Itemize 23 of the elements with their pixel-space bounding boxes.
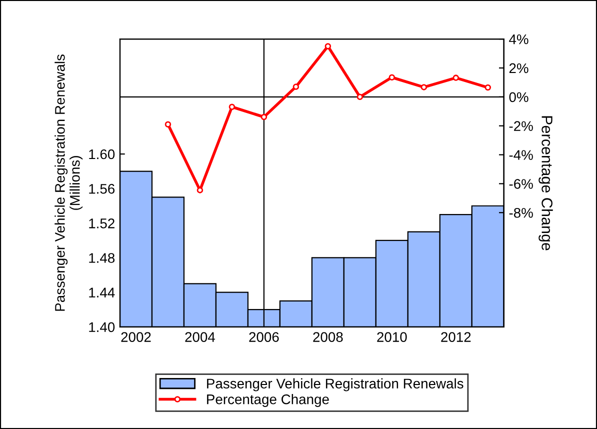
y2-axis-title: Percentage Change	[538, 116, 553, 250]
y2-tick-label: -8%	[509, 208, 533, 218]
y2-tick-label: 0%	[509, 92, 528, 102]
y-tick-label: 1.44	[89, 288, 115, 298]
y-tick-label: 1.40	[89, 322, 115, 332]
y2-tick-label: 2%	[509, 63, 528, 74]
x-tick-label: 2006	[249, 332, 279, 342]
y-tick-label: 1.60	[89, 149, 115, 160]
y2-tick-label: -6%	[509, 179, 533, 189]
y2-tick-label: 4%	[509, 34, 528, 44]
y2-tick-label: -2%	[509, 121, 533, 131]
x-tick-label: 2012	[441, 332, 471, 342]
y-tick-label: 1.56	[89, 184, 115, 194]
y-tick-label: 1.52	[89, 218, 114, 228]
x-tick-label: 2008	[313, 332, 343, 342]
x-tick-label: 2010	[377, 332, 407, 342]
y-axis-title: Passenger Vehicle Registration Renewals (Millions)	[54, 54, 83, 311]
x-tick-label: 2004	[185, 332, 216, 342]
legend-label: Passenger Vehicle Registration Renewals	[207, 378, 464, 392]
x-tick-label: 2002	[121, 332, 151, 342]
y2-tick-label: -4%	[509, 150, 533, 160]
y-tick-label: 1.48	[89, 253, 115, 263]
legend-label: Percentage Change	[207, 394, 329, 407]
